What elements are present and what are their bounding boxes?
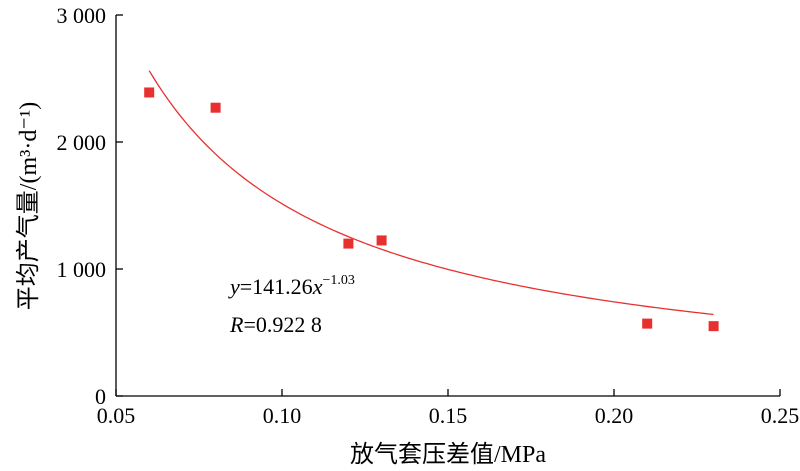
x-tick-label: 0.25 [761,403,800,428]
data-point [144,87,155,98]
fit-r-value: R=0.922 8 [229,312,322,337]
data-point [343,238,354,249]
fit-curve [148,70,714,316]
r-value: =0.922 8 [243,312,321,337]
equation-exponent: −1.03 [322,273,354,288]
data-point [210,102,221,113]
equation-var-x: x [312,274,323,299]
fit-equation: y=141.26x−1.03 [228,273,355,299]
data-point [376,235,387,246]
r-var: R [229,312,244,337]
x-tick-label: 0.20 [595,403,634,428]
y-tick-label: 3 000 [57,3,107,28]
data-points [144,87,719,332]
x-axis-title: 放气套压差值/MPa [350,441,546,468]
x-tick-label: 0.15 [429,403,468,428]
data-point [708,321,719,332]
equation-var-y: y [228,274,240,299]
y-axis-title: 平均产气量/(m³·d⁻¹) [15,102,42,310]
equation-coefficient: =141.26 [240,274,313,299]
axes [115,15,780,397]
y-ticks: 0 1 000 2 000 3 000 [57,3,123,409]
data-point [642,318,653,329]
y-tick-label: 2 000 [57,130,107,155]
x-ticks: 0.05 0.10 0.15 0.20 0.25 [97,389,800,428]
y-tick-label: 0 [95,384,106,409]
x-tick-label: 0.10 [263,403,302,428]
y-tick-label: 1 000 [57,257,107,282]
x-tick-label: 0.05 [97,403,136,428]
